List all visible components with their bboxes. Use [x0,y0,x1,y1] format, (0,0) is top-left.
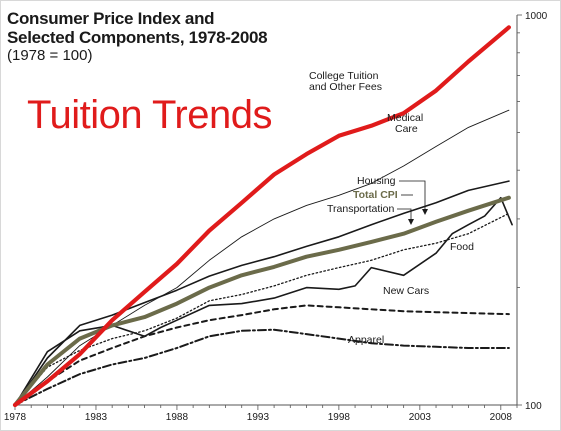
y-tick-label: 100 [525,401,542,412]
x-tick-label: 1993 [247,412,270,423]
transportation-leader-line [397,208,412,223]
series-label-medical-care: Medical [387,112,423,124]
series-line-medical-care [14,109,510,406]
series-line-apparel [14,328,510,406]
x-tick-label: 1983 [85,412,108,423]
overlay-caption: Tuition Trends [27,93,272,137]
transportation-arrowhead [408,219,414,225]
series-label-apparel: Apparel [348,334,384,346]
housing-arrowhead [422,209,428,215]
series-layer [12,25,513,408]
x-tick-label: 2008 [490,412,513,423]
x-tick-label: 2003 [409,412,432,423]
chart-axes: 1978 1983 1988 1993 1998 2003 2008 100 1000 [4,11,548,423]
series-label-college-tuition-and-other-fees: College Tuition [309,70,379,82]
chart-title: Consumer Price Index and [7,9,215,28]
chart-subtitle: (1978 = 100) [7,47,93,64]
y-tick-label: 1000 [525,11,548,22]
x-tick-label: 1988 [166,412,189,423]
series-label-medical-care-line2: Care [395,123,418,135]
series-line-total-cpi [13,195,511,407]
chart-title-line-2: Selected Components, 1978-2008 [7,28,268,47]
series-label-housing: Housing [357,175,396,187]
series-line-housing [14,180,510,406]
series-line-new-cars [14,304,510,406]
series-line-college-tuition-and-other-fees [12,25,511,408]
series-label-food: Food [450,241,474,253]
series-label-new-cars: New Cars [383,285,429,297]
x-tick-label: 1978 [4,412,27,423]
series-label-transportation: Transportation [327,203,394,215]
x-tick-label: 1998 [328,412,351,423]
housing-leader-line [399,180,426,213]
series-line-transportation [14,196,513,406]
series-line-food [14,212,510,406]
series-label-total-cpi: Total CPI [353,189,398,201]
series-label-college-tuition-and-other-fees-line2: and Other Fees [309,81,382,93]
chart-title-block: Consumer Price Index and Selected Compon… [7,9,297,65]
